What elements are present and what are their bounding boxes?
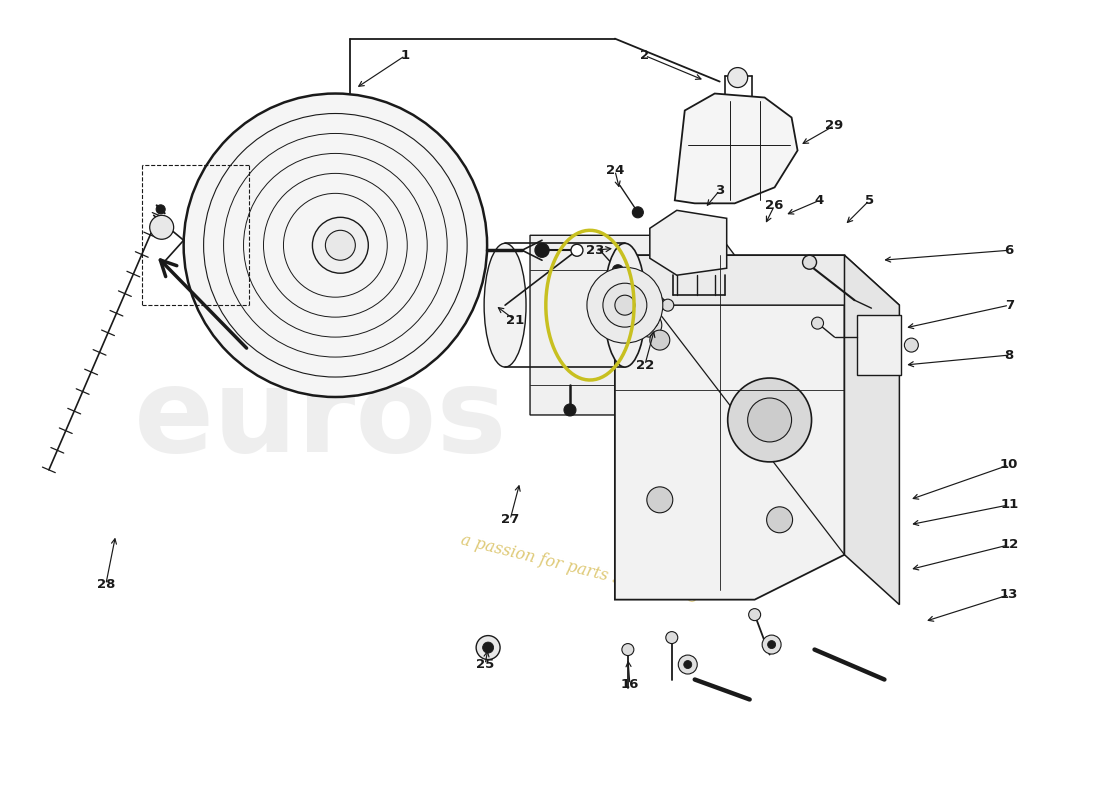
Text: 26: 26 bbox=[766, 199, 784, 212]
Circle shape bbox=[326, 230, 355, 260]
Text: 12: 12 bbox=[1000, 538, 1019, 551]
Circle shape bbox=[312, 218, 368, 274]
Circle shape bbox=[603, 283, 647, 327]
Polygon shape bbox=[845, 255, 900, 605]
Circle shape bbox=[150, 215, 174, 239]
Circle shape bbox=[615, 295, 635, 315]
Text: 16: 16 bbox=[620, 678, 639, 691]
Circle shape bbox=[644, 292, 660, 308]
Circle shape bbox=[632, 207, 644, 218]
Circle shape bbox=[476, 635, 501, 659]
Text: 25: 25 bbox=[476, 658, 494, 671]
Text: 5: 5 bbox=[865, 194, 874, 207]
Polygon shape bbox=[674, 94, 798, 203]
Circle shape bbox=[662, 299, 674, 311]
Circle shape bbox=[483, 642, 494, 653]
Text: 13: 13 bbox=[1000, 588, 1019, 601]
Text: 27: 27 bbox=[500, 514, 519, 526]
Text: 3: 3 bbox=[715, 184, 724, 197]
Ellipse shape bbox=[484, 243, 526, 367]
Text: 22: 22 bbox=[636, 358, 654, 371]
Circle shape bbox=[749, 609, 760, 621]
Circle shape bbox=[587, 267, 663, 343]
Circle shape bbox=[767, 507, 793, 533]
Circle shape bbox=[638, 313, 662, 337]
Circle shape bbox=[650, 330, 670, 350]
Text: euros: euros bbox=[133, 362, 507, 478]
Circle shape bbox=[748, 398, 792, 442]
Circle shape bbox=[184, 94, 487, 397]
Text: 4: 4 bbox=[815, 194, 824, 207]
Text: 2: 2 bbox=[640, 49, 649, 62]
Text: 24: 24 bbox=[606, 164, 624, 177]
Text: es: es bbox=[674, 412, 825, 527]
Circle shape bbox=[728, 378, 812, 462]
Polygon shape bbox=[530, 235, 735, 415]
Text: a passion for parts since 1985: a passion for parts since 1985 bbox=[460, 532, 701, 607]
Text: 1: 1 bbox=[400, 49, 410, 62]
Polygon shape bbox=[615, 255, 900, 305]
Text: 7: 7 bbox=[1004, 298, 1014, 312]
Polygon shape bbox=[858, 315, 901, 375]
Circle shape bbox=[564, 404, 576, 416]
Circle shape bbox=[684, 661, 692, 669]
Circle shape bbox=[613, 265, 624, 276]
Circle shape bbox=[762, 635, 781, 654]
Circle shape bbox=[803, 255, 816, 270]
Text: 28: 28 bbox=[97, 578, 116, 591]
Circle shape bbox=[666, 631, 678, 643]
Circle shape bbox=[156, 205, 165, 214]
Text: 6: 6 bbox=[1004, 244, 1014, 257]
Circle shape bbox=[904, 338, 918, 352]
Circle shape bbox=[679, 655, 697, 674]
Circle shape bbox=[728, 67, 748, 87]
Circle shape bbox=[647, 487, 673, 513]
Ellipse shape bbox=[604, 243, 646, 367]
Text: 23: 23 bbox=[585, 244, 604, 257]
Circle shape bbox=[621, 643, 634, 655]
Polygon shape bbox=[615, 255, 845, 600]
Text: 21: 21 bbox=[506, 314, 525, 326]
Text: 10: 10 bbox=[1000, 458, 1019, 471]
Polygon shape bbox=[650, 210, 727, 275]
Circle shape bbox=[646, 316, 658, 328]
Text: 29: 29 bbox=[825, 119, 844, 132]
Circle shape bbox=[571, 244, 583, 256]
Text: 11: 11 bbox=[1000, 498, 1019, 511]
Circle shape bbox=[535, 243, 549, 258]
Text: 8: 8 bbox=[1004, 349, 1014, 362]
Circle shape bbox=[812, 317, 824, 329]
Circle shape bbox=[768, 641, 776, 649]
